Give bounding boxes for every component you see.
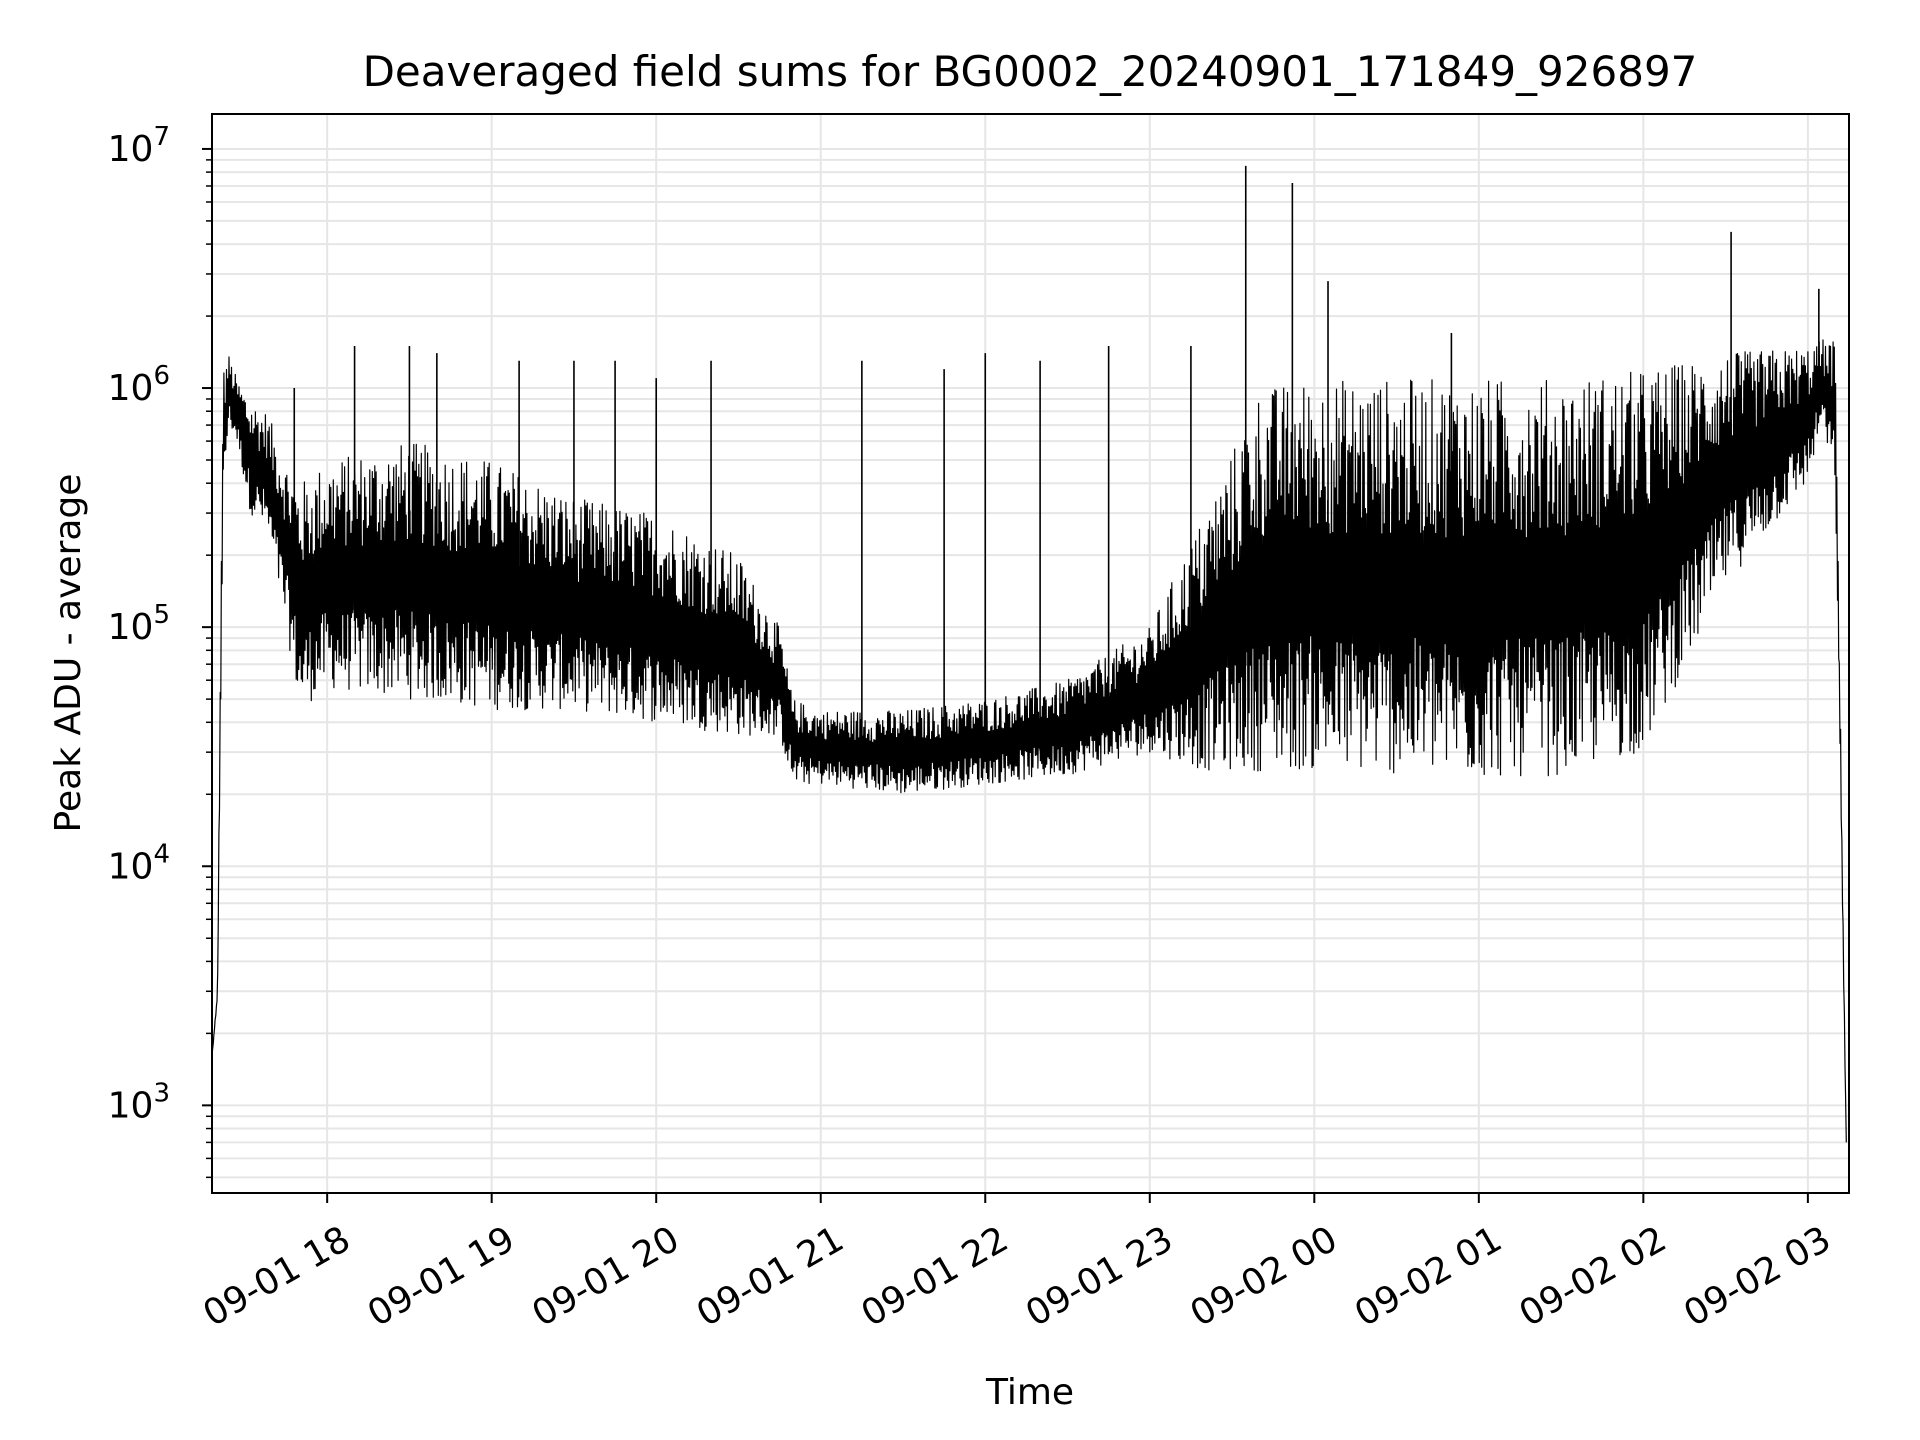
y-tick-label: 104 (108, 839, 170, 887)
y-tick-label-base: 10 (108, 368, 154, 409)
y-tick-label-exponent: 5 (153, 600, 170, 630)
chart-title: Deaveraged field sums for BG0002_2024090… (363, 47, 1698, 96)
y-tick-label-base: 10 (108, 846, 154, 887)
y-tick-label-exponent: 6 (153, 361, 170, 391)
y-tick-label: 107 (108, 122, 170, 170)
y-tick-label-base: 10 (108, 129, 154, 170)
y-tick-label-base: 10 (108, 1085, 154, 1126)
y-tick-label: 103 (108, 1078, 170, 1126)
y-axis-label: Peak ADU - average (48, 474, 89, 833)
y-tick-label: 105 (108, 600, 170, 648)
x-axis-label: Time (985, 1372, 1074, 1413)
series-line (211, 339, 1847, 1143)
y-tick-label: 106 (108, 361, 170, 409)
y-tick-label-exponent: 3 (153, 1078, 170, 1108)
y-tick-label-base: 10 (108, 607, 154, 648)
plot-frame (211, 113, 1850, 1194)
y-tick-label-exponent: 4 (153, 839, 170, 869)
data-series (211, 165, 1847, 1143)
y-tick-label-exponent: 7 (153, 122, 170, 152)
